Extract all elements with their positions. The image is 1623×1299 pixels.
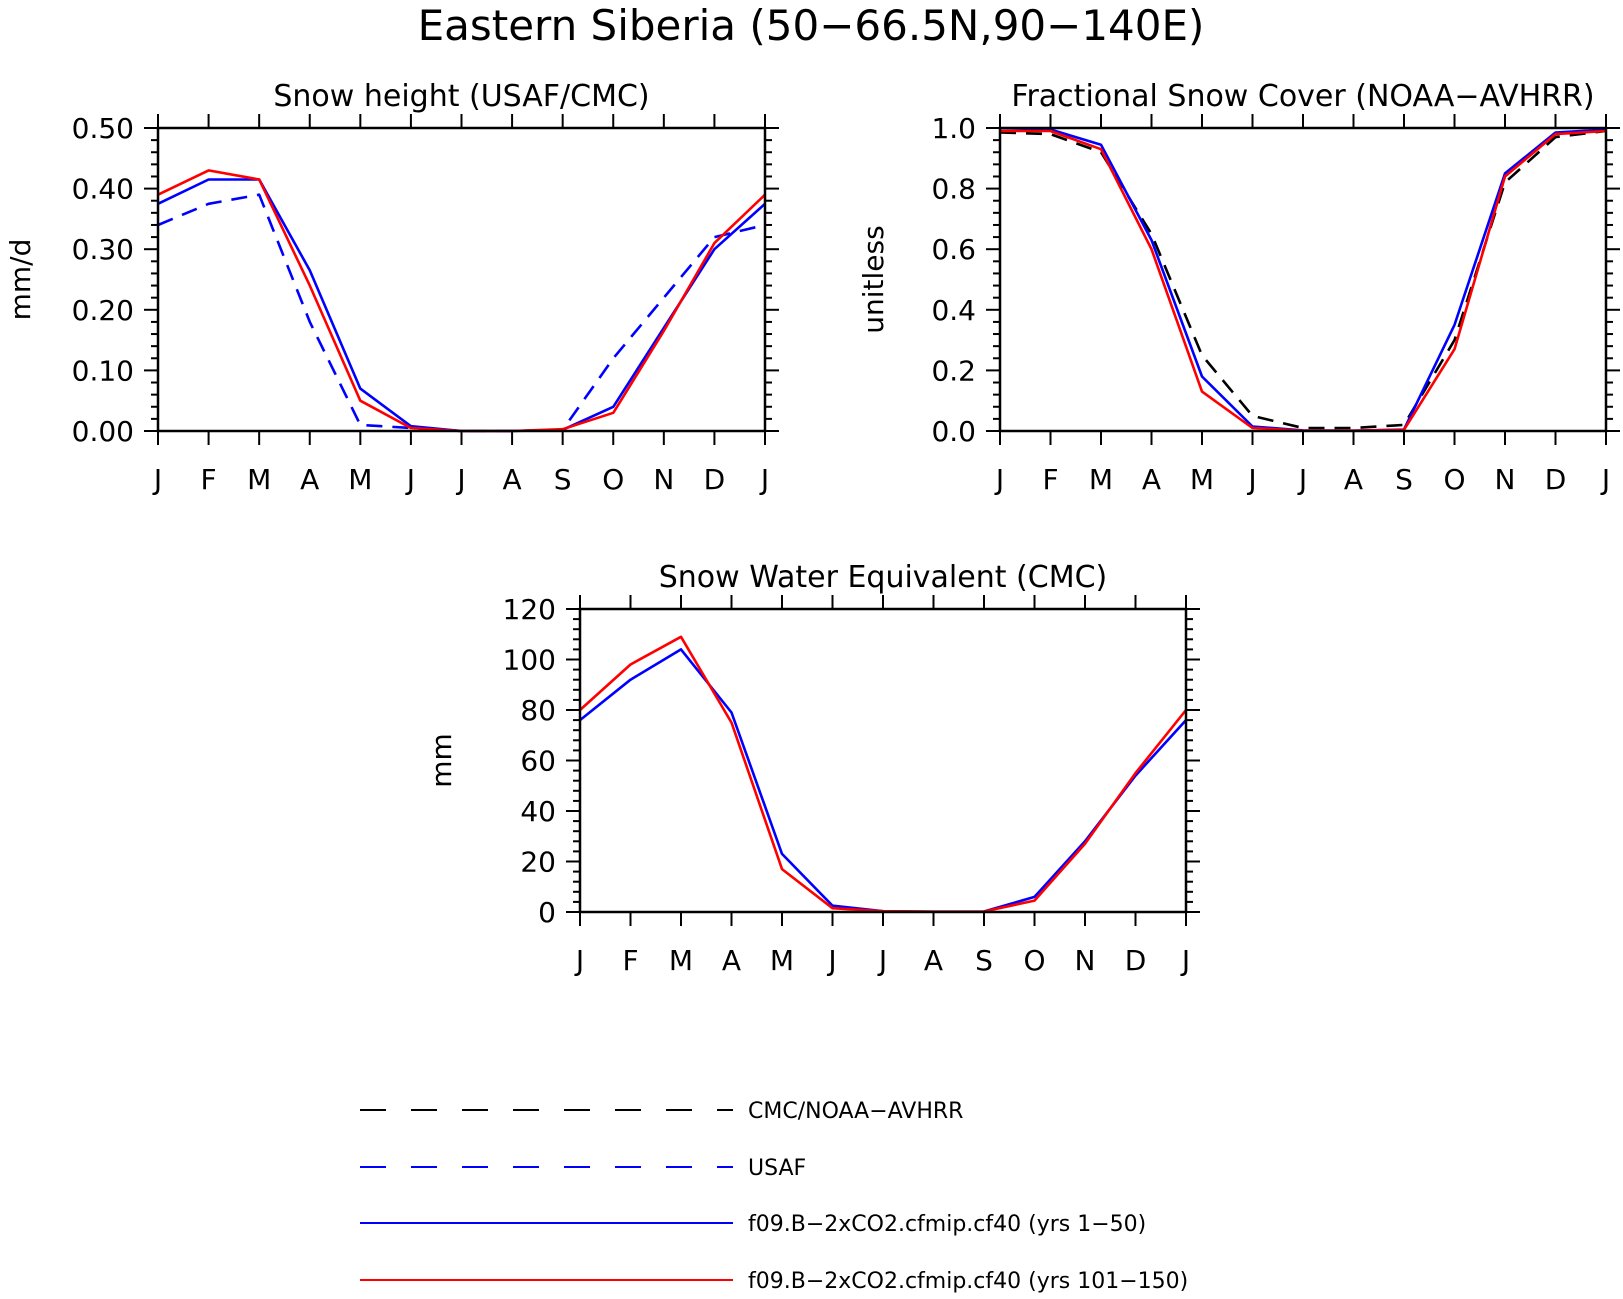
- series-line-2: [157, 178, 766, 433]
- plot-frame: [578, 607, 1188, 914]
- x-tick-label: M: [770, 944, 794, 977]
- x-tick-label: S: [1395, 463, 1413, 496]
- series-line-1: [999, 129, 1607, 430]
- x-tick-label: S: [554, 463, 572, 496]
- panels: Snow height (USAF/CMC)mm/d0.000.100.200.…: [4, 79, 1620, 977]
- plot-frame: [998, 126, 1608, 433]
- x-tick-label: F: [1042, 463, 1058, 496]
- panel-1: Snow height (USAF/CMC) mm/d 0.00 0.10 0.20 0.…: [4, 79, 779, 496]
- y-tick-label: 0.50: [72, 112, 134, 145]
- y-tick-label: 1.0: [931, 112, 976, 145]
- x-tick-label: J: [455, 463, 465, 496]
- x-tick-label: N: [653, 463, 674, 496]
- series-line-3: [1000, 129, 1607, 433]
- x-tick-label: M: [669, 944, 693, 977]
- x-tick-label: J: [1180, 944, 1190, 977]
- x-tick-label: F: [201, 463, 217, 496]
- x-tick-label: O: [1023, 944, 1045, 977]
- y-tick-label: 0.10: [72, 354, 134, 387]
- y-tick-label: 0.8: [931, 173, 976, 206]
- y-tick-label: 0.40: [72, 173, 134, 206]
- x-tick-label: J: [405, 463, 415, 496]
- legend-label-2: USAF: [748, 1156, 806, 1181]
- x-tick-label: J: [1246, 463, 1256, 496]
- x-tick-label: J: [877, 944, 887, 977]
- panel-2: Fractional Snow Cover (NOAA−AVHRR) unitle…: [857, 79, 1620, 496]
- x-tick-label: J: [1600, 463, 1610, 496]
- x-tick-label: M: [348, 463, 372, 496]
- series-line-1: [579, 648, 1187, 914]
- y-tick-label: 60: [520, 745, 556, 778]
- y-tick-label: 80: [520, 694, 556, 727]
- x-tick-label: D: [1125, 944, 1147, 977]
- x-tick-label: M: [1190, 463, 1214, 496]
- y-tick-label: 0.00: [72, 415, 134, 448]
- x-tick-label: J: [574, 944, 584, 977]
- y-axis-label: mm/d: [4, 239, 37, 321]
- x-tick-label: M: [1089, 463, 1113, 496]
- panel-title: Fractional Snow Cover (NOAA−AVHRR): [1011, 79, 1594, 114]
- y-tick-label: 20: [520, 846, 556, 879]
- x-tick-label: N: [1075, 944, 1096, 977]
- x-tick-label: J: [826, 944, 836, 977]
- x-tick-label: O: [1443, 463, 1465, 496]
- x-tick-label: N: [1495, 463, 1516, 496]
- x-tick-label: J: [994, 463, 1004, 496]
- x-tick-label: A: [924, 944, 943, 977]
- series-line-3: [157, 169, 766, 433]
- x-tick-label: D: [1545, 463, 1567, 496]
- y-tick-label: 100: [503, 644, 556, 677]
- x-tick-label: J: [1297, 463, 1307, 496]
- panel-title: Snow Water Equivalent (CMC): [659, 560, 1107, 595]
- legend: CMC/NOAA−AVHRR USAF f09.B−2xCO2.cfmip.cf40…: [360, 1099, 1188, 1294]
- figure-title: Eastern Siberia (50−66.5N,90−140E): [418, 1, 1205, 50]
- y-tick-label: 40: [520, 795, 556, 828]
- x-tick-label: S: [975, 944, 993, 977]
- y-tick-label: 0.30: [72, 233, 134, 266]
- x-tick-label: A: [300, 463, 319, 496]
- legend-label-4: f09.B−2xCO2.cfmip.cf40 (yrs 101−150): [748, 1269, 1188, 1294]
- y-axis-label: unitless: [857, 225, 890, 333]
- y-tick-label: 0.2: [931, 354, 976, 387]
- panel-title: Snow height (USAF/CMC): [273, 79, 649, 114]
- y-tick-label: 0.0: [931, 415, 976, 448]
- x-tick-label: A: [1344, 463, 1363, 496]
- y-tick-label: 0.6: [931, 233, 976, 266]
- y-tick-label: 0: [538, 896, 556, 929]
- y-tick-label: 120: [503, 593, 556, 626]
- x-tick-label: A: [1142, 463, 1161, 496]
- plot-frame: [156, 126, 767, 433]
- x-tick-label: A: [722, 944, 741, 977]
- x-tick-label: M: [247, 463, 271, 496]
- x-tick-label: J: [152, 463, 162, 496]
- x-tick-label: O: [602, 463, 624, 496]
- x-tick-label: F: [622, 944, 638, 977]
- legend-label-3: f09.B−2xCO2.cfmip.cf40 (yrs 1−50): [748, 1212, 1146, 1237]
- legend-label-1: CMC/NOAA−AVHRR: [748, 1099, 963, 1124]
- x-tick-label: D: [704, 463, 726, 496]
- x-tick-label: A: [503, 463, 522, 496]
- x-tick-label: J: [759, 463, 769, 496]
- panel-3: Snow Water Equivalent (CMC) mm 0 20 40 60 80 10…: [425, 560, 1200, 977]
- y-axis-label: mm: [425, 733, 458, 788]
- series-line-1: [157, 193, 766, 433]
- y-tick-label: 0.20: [72, 294, 134, 327]
- y-tick-label: 0.4: [931, 294, 976, 327]
- series-line-2: [579, 635, 1188, 914]
